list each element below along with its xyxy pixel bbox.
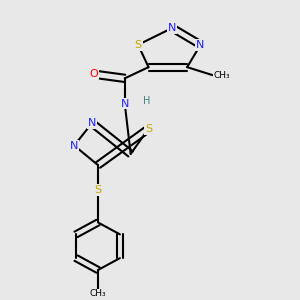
Text: N: N [70, 140, 78, 151]
Text: S: S [145, 124, 152, 134]
Text: H: H [142, 96, 150, 106]
Text: O: O [89, 69, 98, 79]
Text: N: N [196, 40, 205, 50]
Text: CH₃: CH₃ [90, 289, 106, 298]
Text: N: N [121, 98, 129, 109]
Text: N: N [88, 118, 96, 128]
Text: S: S [94, 185, 101, 195]
Text: N: N [168, 23, 176, 33]
Text: CH₃: CH₃ [214, 71, 230, 80]
Text: S: S [134, 40, 142, 50]
